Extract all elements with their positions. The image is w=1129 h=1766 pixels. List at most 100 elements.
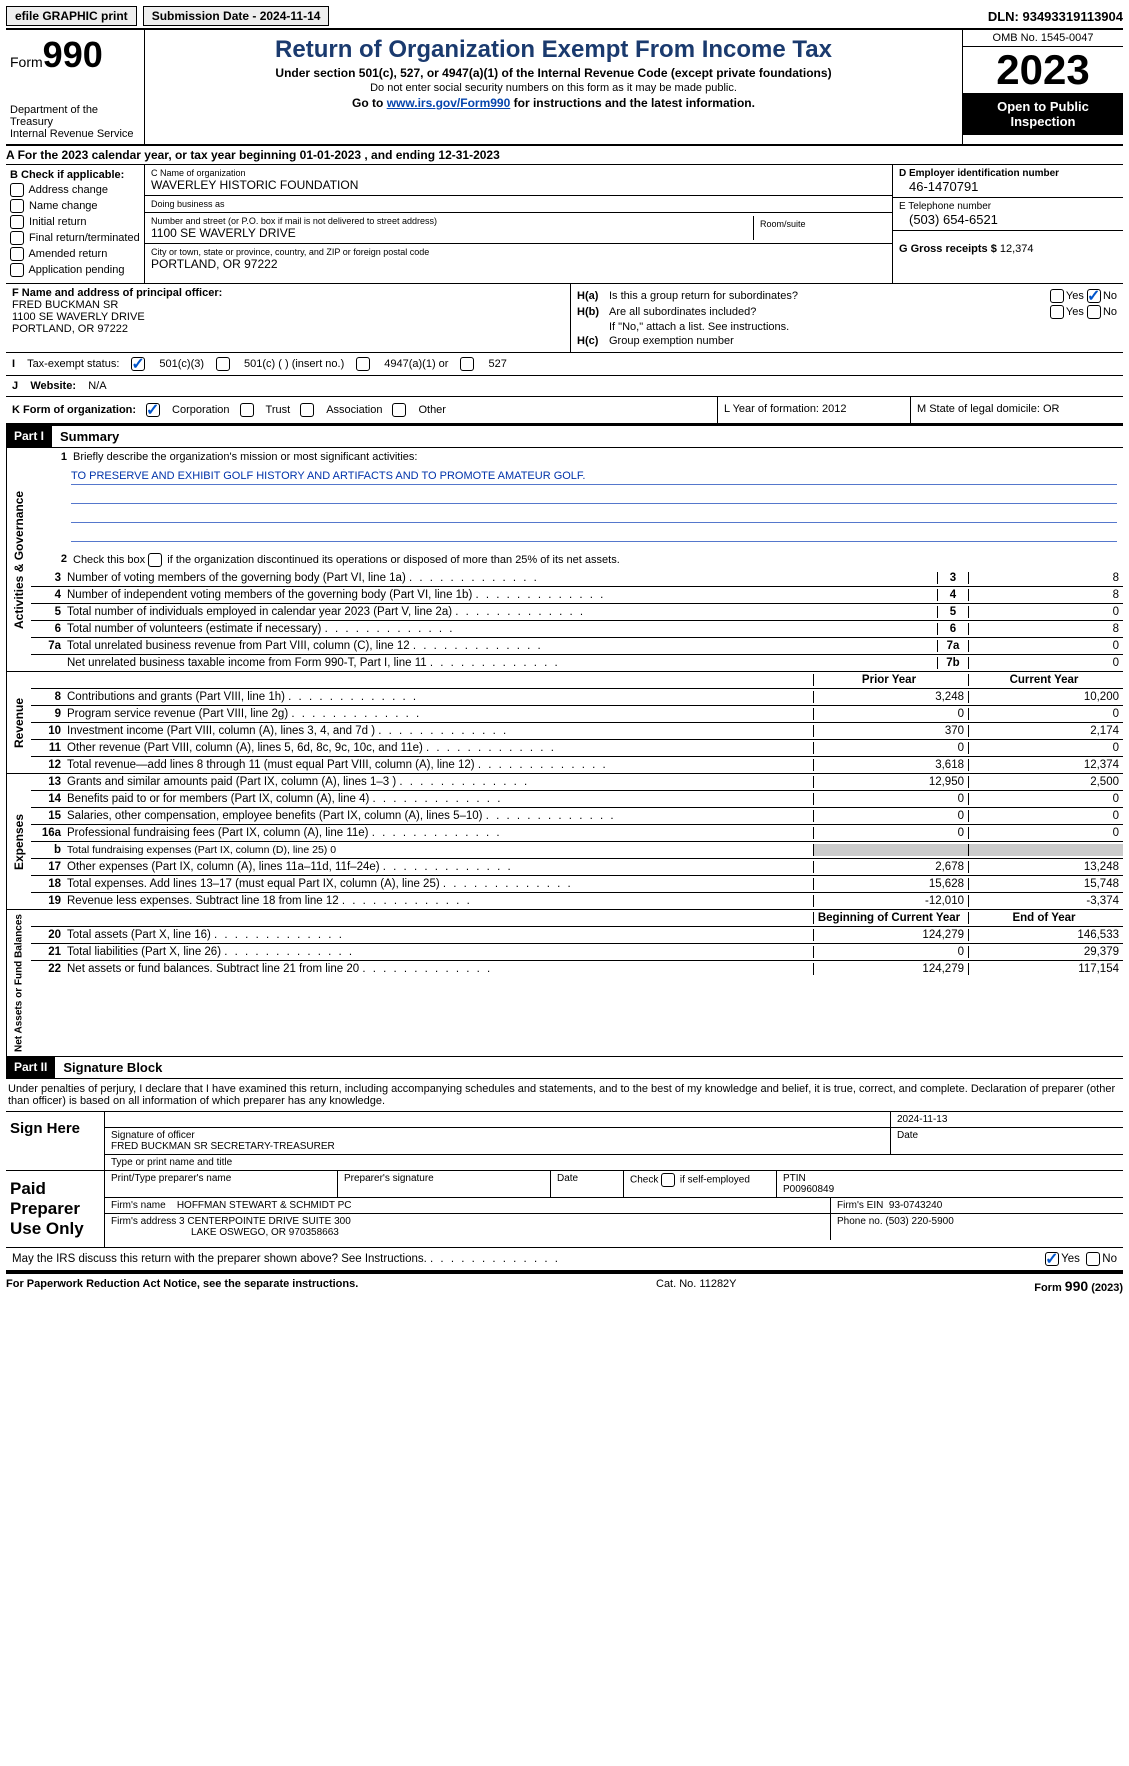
firm-phone-label: Phone no.	[837, 1216, 883, 1227]
section-bcdeg: B Check if applicable: Address change Na…	[6, 165, 1123, 284]
hb-yes-checkbox[interactable]	[1050, 305, 1064, 319]
hc-text: Group exemption number	[609, 335, 1117, 347]
firm-name-value: HOFFMAN STEWART & SCHMIDT PC	[177, 1200, 352, 1211]
data-row: 21Total liabilities (Part X, line 26) 02…	[31, 944, 1123, 961]
4947-checkbox[interactable]	[356, 357, 370, 371]
self-emp-checkbox[interactable]	[661, 1173, 675, 1187]
discuss-yes-checkbox[interactable]	[1045, 1252, 1059, 1266]
data-row: 22Net assets or fund balances. Subtract …	[31, 961, 1123, 977]
prep-sig-label: Preparer's signature	[338, 1171, 551, 1197]
data-row: 9Program service revenue (Part VIII, lin…	[31, 706, 1123, 723]
irs-link[interactable]: www.irs.gov/Form990	[387, 96, 511, 110]
527-checkbox[interactable]	[460, 357, 474, 371]
section-fh: F Name and address of principal officer:…	[6, 284, 1123, 353]
data-row: 13Grants and similar amounts paid (Part …	[31, 774, 1123, 791]
ptin-value: P00960849	[783, 1184, 834, 1195]
box-b-checkbox[interactable]	[10, 215, 24, 229]
other-checkbox[interactable]	[392, 403, 406, 417]
form-prefix: Form	[10, 54, 43, 70]
state-domicile: M State of legal domicile: OR	[911, 397, 1123, 423]
ein-label: D Employer identification number	[899, 168, 1117, 179]
discuss-no-checkbox[interactable]	[1086, 1252, 1100, 1266]
box-b-checkbox[interactable]	[10, 247, 24, 261]
form-title: Return of Organization Exempt From Incom…	[153, 36, 954, 64]
sig-date-label: Date	[891, 1128, 1123, 1154]
data-row: 19Revenue less expenses. Subtract line 1…	[31, 893, 1123, 909]
public-inspection: Open to Public Inspection	[963, 93, 1123, 135]
sig-type-label: Type or print name and title	[105, 1155, 238, 1170]
data-row: 8Contributions and grants (Part VIII, li…	[31, 689, 1123, 706]
dept-treasury: Department of the Treasury	[10, 104, 140, 128]
firm-addr-label: Firm's address	[111, 1216, 176, 1227]
501c-checkbox[interactable]	[216, 357, 230, 371]
ein-value: 46-1470791	[899, 179, 1117, 194]
corp-checkbox[interactable]	[146, 403, 160, 417]
subtitle-1: Under section 501(c), 527, or 4947(a)(1)…	[153, 66, 954, 80]
501c3-checkbox[interactable]	[131, 357, 145, 371]
gov-row: 4Number of independent voting members of…	[31, 587, 1123, 604]
box-h: H(a) Is this a group return for subordin…	[571, 284, 1123, 352]
box-b-option: Address change	[10, 183, 140, 197]
street-value: 1100 SE WAVERLY DRIVE	[151, 226, 753, 240]
hb-no-checkbox[interactable]	[1087, 305, 1101, 319]
row-i: I Tax-exempt status: 501(c)(3) 501(c) ( …	[6, 353, 1123, 376]
tax-year: 2023	[963, 47, 1123, 93]
part1-title: Summary	[52, 426, 127, 447]
box-b-checkbox[interactable]	[10, 263, 24, 277]
hb-note: If "No," attach a list. See instructions…	[609, 321, 1117, 333]
phone-label: E Telephone number	[899, 201, 1117, 212]
form-header: Form990 Department of the Treasury Inter…	[6, 30, 1123, 146]
data-row: 14Benefits paid to or for members (Part …	[31, 791, 1123, 808]
data-row: 18Total expenses. Add lines 13–17 (must …	[31, 876, 1123, 893]
declaration-text: Under penalties of perjury, I declare th…	[6, 1079, 1123, 1112]
trust-checkbox[interactable]	[240, 403, 254, 417]
gov-row: Net unrelated business taxable income fr…	[31, 655, 1123, 671]
ha-yes-checkbox[interactable]	[1050, 289, 1064, 303]
hb-label: H(b)	[577, 306, 609, 318]
vert-label-expenses: Expenses	[6, 774, 31, 909]
netassets-header-row: Beginning of Current Year End of Year	[31, 910, 1123, 927]
data-row: bTotal fundraising expenses (Part IX, co…	[31, 842, 1123, 859]
street-label: Number and street (or P.O. box if mail i…	[151, 216, 753, 226]
discuss-row: May the IRS discuss this return with the…	[6, 1248, 1123, 1272]
mission-label: Briefly describe the organization's miss…	[73, 451, 417, 463]
vert-label-netassets: Net Assets or Fund Balances	[6, 910, 31, 1056]
assoc-checkbox[interactable]	[300, 403, 314, 417]
officer-city: PORTLAND, OR 97222	[12, 323, 564, 335]
firm-addr1: 3 CENTERPOINTE DRIVE SUITE 300	[179, 1216, 351, 1227]
dba-label: Doing business as	[151, 199, 886, 209]
gov-row: 5Total number of individuals employed in…	[31, 604, 1123, 621]
current-year-header: Current Year	[968, 674, 1123, 686]
sig-officer-label: Signature of officer	[111, 1130, 195, 1141]
ha-no-checkbox[interactable]	[1087, 289, 1101, 303]
self-employed: Check if self-employed	[624, 1171, 777, 1197]
discuss-text: May the IRS discuss this return with the…	[12, 1253, 1045, 1265]
data-row: 16aProfessional fundraising fees (Part I…	[31, 825, 1123, 842]
q2-checkbox[interactable]	[148, 553, 162, 567]
officer-street: 1100 SE WAVERLY DRIVE	[12, 311, 564, 323]
box-b-option: Initial return	[10, 215, 140, 229]
officer-label: F Name and address of principal officer:	[12, 287, 564, 299]
efile-button[interactable]: efile GRAPHIC print	[6, 6, 137, 26]
data-row: 12Total revenue—add lines 8 through 11 (…	[31, 757, 1123, 773]
prep-name-label: Print/Type preparer's name	[105, 1171, 338, 1197]
prep-date-label: Date	[551, 1171, 624, 1197]
ha-text: Is this a group return for subordinates?	[609, 290, 1050, 302]
section-net-assets: Net Assets or Fund Balances Beginning of…	[6, 910, 1123, 1057]
section-activities-governance: Activities & Governance 1 Briefly descri…	[6, 448, 1123, 672]
part2-title: Signature Block	[55, 1057, 170, 1078]
box-b: B Check if applicable: Address change Na…	[6, 165, 145, 283]
sign-here-label: Sign Here	[6, 1112, 105, 1170]
firm-ein-value: 93-0743240	[889, 1200, 942, 1211]
box-b-option: Name change	[10, 199, 140, 213]
signature-section: Under penalties of perjury, I declare th…	[6, 1079, 1123, 1272]
data-row: 20Total assets (Part X, line 16) 124,279…	[31, 927, 1123, 944]
box-b-checkbox[interactable]	[10, 183, 24, 197]
box-b-checkbox[interactable]	[10, 199, 24, 213]
data-row: 17Other expenses (Part IX, column (A), l…	[31, 859, 1123, 876]
box-b-checkbox[interactable]	[10, 231, 24, 245]
row-j: J Website: N/A	[6, 376, 1123, 397]
firm-phone-value: (503) 220-5900	[885, 1216, 953, 1227]
gov-row: 3Number of voting members of the governi…	[31, 570, 1123, 587]
city-label: City or town, state or province, country…	[151, 247, 886, 257]
